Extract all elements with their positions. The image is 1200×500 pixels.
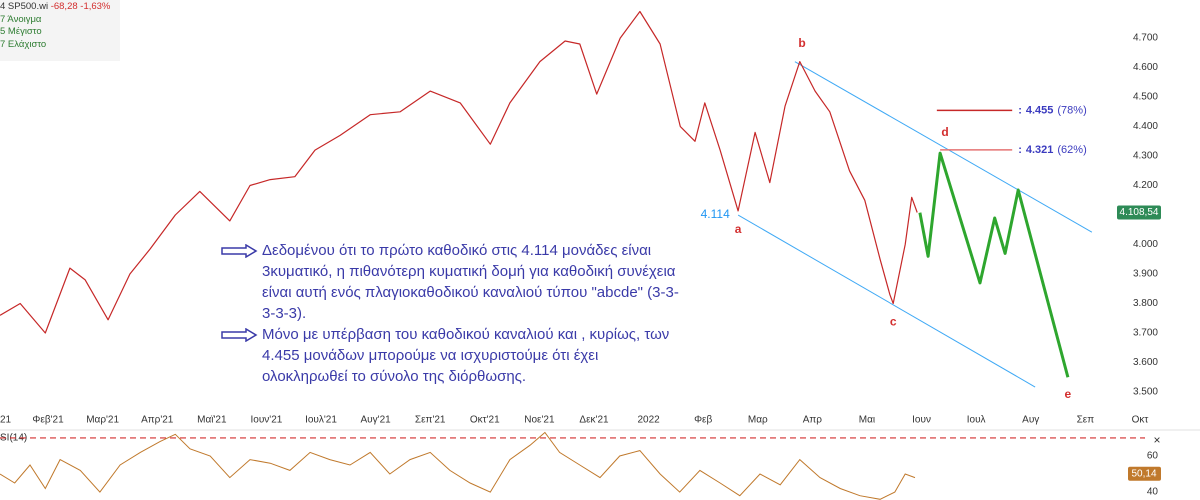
channel-line (737, 214, 1036, 388)
y-tick-label: 3.700 (1133, 328, 1158, 339)
rsi-line (0, 431, 916, 500)
x-tick-label: Μαρ'21 (86, 415, 119, 426)
x-tick-label: Δεκ'21 (579, 415, 609, 426)
channel-line (794, 61, 1093, 233)
projection-line (918, 151, 1070, 378)
level-label: :4.455 (78%) (1018, 104, 1087, 116)
wave-label: a (735, 222, 742, 236)
x-tick-label: Ιουν (912, 415, 931, 426)
x-tick-label: Σεπ (1077, 415, 1095, 426)
y-tick-label: 3.500 (1133, 387, 1158, 398)
note-paragraph: Δεδομένου ότι το πρώτο καθοδικό στις 4.1… (221, 240, 682, 324)
level-label: :4.321 (62%) (1018, 144, 1087, 156)
x-tick-label: Ιουν'21 (251, 415, 283, 426)
wave-label: e (1065, 387, 1072, 401)
y-tick-label: 4.300 (1133, 151, 1158, 162)
level-note: (62%) (1057, 144, 1086, 156)
legend-row: 7 Άνοιγμα (0, 13, 42, 25)
x-tick-label: Φεβ'21 (32, 415, 64, 426)
x-tick-label: Απρ'21 (141, 415, 174, 426)
y-tick-label: 4.400 (1133, 121, 1158, 132)
y-tick-label: 3.900 (1133, 269, 1158, 280)
legend-symbol-row: 4 SP500.wi -68,28 -1,63% (0, 1, 120, 14)
rsi-tick-label: 40 (1147, 487, 1159, 498)
x-tick-label: Απρ (803, 415, 823, 426)
x-tick-label: Σεπ'21 (415, 415, 446, 426)
last-price-badge (1117, 205, 1161, 220)
arrow-icon (221, 328, 258, 342)
legend-row: 5 Μέγιστο (0, 26, 42, 37)
price-line (0, 10, 918, 334)
rsi-tick-label: 60 (1147, 451, 1159, 462)
x-tick-label: 21 (0, 415, 12, 426)
x-tick-label: Οκτ (1132, 415, 1149, 426)
x-tick-label: 2022 (637, 415, 660, 426)
x-tick-label: Φεβ (694, 415, 712, 426)
rsi-last-badge (1128, 466, 1161, 481)
note-text: Δεδομένου ότι το πρώτο καθοδικό στις 4.1… (262, 242, 679, 322)
legend-box: 4 SP500.wi -68,28 -1,63% 7 Άνοιγμα 5 Μέγ… (0, 0, 120, 61)
level-value: 4.455 (1026, 104, 1054, 116)
last-price-label: 4.108,54 (1120, 207, 1159, 218)
note-text: Μόνο με υπέρβαση του καθοδικού καναλιού … (262, 326, 670, 385)
x-tick-label: Οκτ'21 (470, 415, 500, 426)
note-paragraph: Μόνο με υπέρβαση του καθοδικού καναλιού … (221, 324, 682, 387)
y-tick-label: 4.200 (1133, 180, 1158, 191)
level-marker: : (1018, 144, 1022, 156)
y-tick-label: 3.600 (1133, 357, 1158, 368)
wave-label: 4.114 (701, 207, 730, 221)
legend-symbol: 4 SP500.wi (0, 1, 49, 12)
arrow-icon (221, 244, 258, 258)
wave-label: d (941, 125, 948, 139)
y-tick-label: 4.500 (1133, 92, 1158, 103)
legend-row: 7 Ελάχιστο (0, 38, 47, 50)
close-icon[interactable]: × (1153, 433, 1160, 447)
y-tick-label: 4.700 (1133, 33, 1158, 44)
x-tick-label: Ιουλ'21 (305, 415, 337, 426)
y-tick-label: 3.800 (1133, 298, 1158, 309)
y-tick-label: 4.600 (1133, 62, 1158, 73)
notes: Δεδομένου ότι το πρώτο καθοδικό στις 4.1… (221, 240, 682, 387)
x-tick-label: Μαι (859, 415, 875, 426)
legend-change: -68,28 -1,63% (50, 1, 111, 12)
y-tick-label: 4.000 (1133, 239, 1158, 250)
wave-label: b (798, 36, 805, 50)
x-tick-label: Αυγ'21 (361, 415, 392, 426)
x-tick-label: Μαρ (748, 415, 768, 426)
level-value: 4.321 (1026, 144, 1054, 156)
x-tick-label: Μαϊ'21 (197, 415, 227, 426)
x-tick-label: Ιουλ (967, 415, 986, 426)
wave-label: c (890, 314, 897, 328)
level-note: (78%) (1057, 104, 1086, 116)
rsi-last-label: 50,14 (1131, 468, 1156, 479)
x-tick-label: Νοε'21 (524, 415, 555, 426)
level-marker: : (1018, 104, 1022, 116)
x-tick-label: Αυγ (1022, 415, 1039, 426)
